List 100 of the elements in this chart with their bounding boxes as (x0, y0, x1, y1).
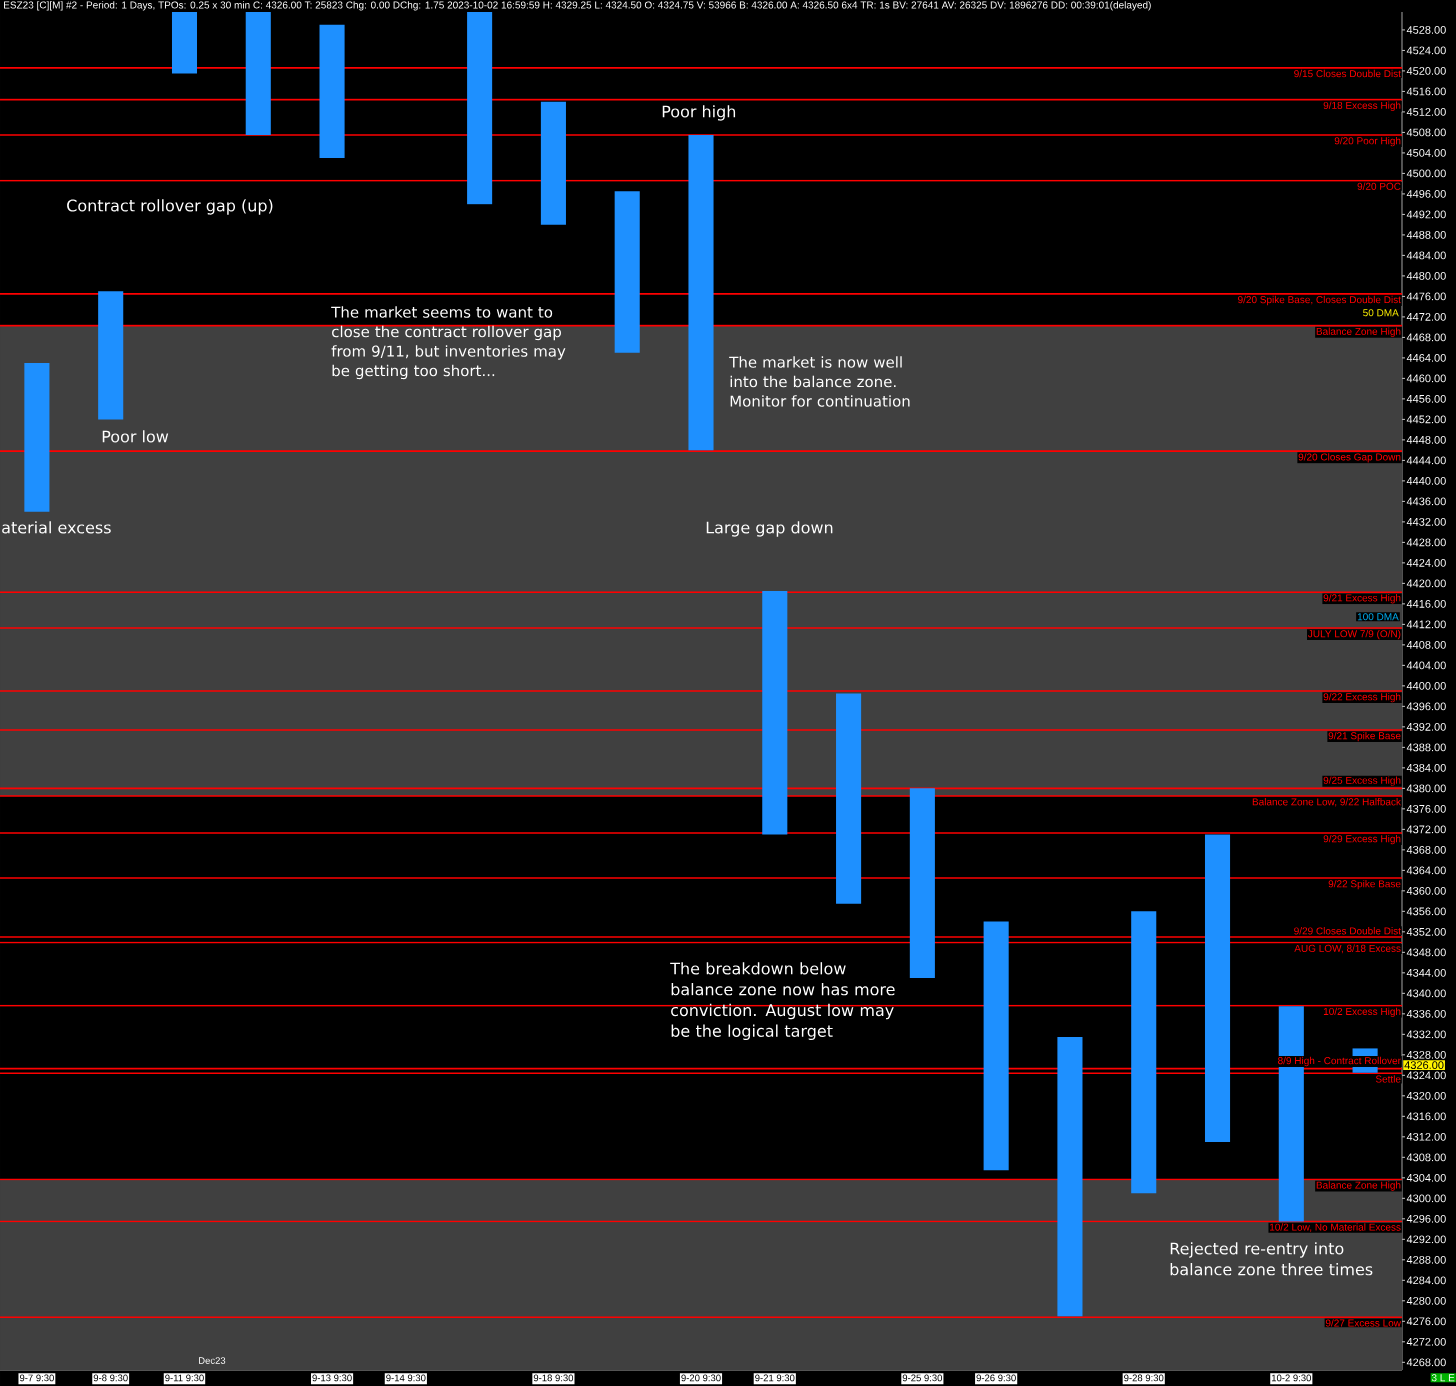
bar (909, 788, 935, 978)
y-tick-label: 4516.00 (1406, 87, 1446, 96)
y-tick-label: 4360.00 (1406, 886, 1446, 895)
ref-line-label: 9/18 Excess High (1323, 101, 1401, 111)
text: 4326.00 (1404, 1061, 1444, 1069)
x-tick-label: 9-18 9:30 (533, 1374, 574, 1382)
annotation: Rejected re-entry into balance zone three times (1170, 1242, 1373, 1276)
y-tick-label: 4412.00 (1406, 620, 1446, 629)
y-tick-label: 4396.00 (1406, 702, 1446, 711)
y-tick-label: 4408.00 (1406, 640, 1446, 649)
y-tick-label: 4420.00 (1406, 579, 1446, 588)
y-tick-label: 4496.00 (1406, 190, 1446, 198)
y-tick-label: 4464.00 (1406, 354, 1446, 362)
x-tick-label: 9-13 9:30 (312, 1374, 352, 1382)
x-tick-label: 9-28 9:30 (1124, 1374, 1164, 1382)
ref-line-label: 9/25 Excess High (1323, 776, 1401, 786)
ref-line-label: 9/20 POC (1357, 182, 1401, 190)
annotation: Poor low (102, 430, 169, 443)
y-tick-label: 4404.00 (1406, 661, 1446, 670)
x-tick-label: 9-7 9:30 (19, 1374, 54, 1382)
y-tick-label: 4268.00 (1406, 1358, 1446, 1367)
ref-line-label: 9/21 Excess High (1323, 594, 1401, 604)
y-tick-label: 4384.00 (1406, 763, 1446, 772)
y-tick-label: 4376.00 (1406, 804, 1446, 813)
y-tick-label: 4280.00 (1406, 1296, 1446, 1305)
ref-line-label: 9/27 Excess Low (1325, 1319, 1401, 1327)
bar (762, 591, 788, 835)
y-tick-label: 4300.00 (1406, 1194, 1446, 1203)
ref-line-label: Settle (1375, 1075, 1401, 1083)
annotation: Large gap down (706, 521, 833, 537)
y-tick-label: 4296.00 (1406, 1214, 1446, 1223)
y-tick-label: 4372.00 (1406, 825, 1446, 834)
y-tick-label: 4312.00 (1406, 1132, 1446, 1141)
annotation: Dec23 (198, 1357, 226, 1364)
chart-title: ESZ23 [C][M] #2 - Period: 1 Days, TPOs: 0.25 x 30 min C: 4326.00 T: 25823 Chg: 0.00 DChg: 1.75 2023-10-02 16:59:59 H: 4329.25 L: 4324.50 O: 4324.75 V: 53966 B: 4326.00 A: 4326.50 6x4 TR: 1s BV: 27641 AV: 26325 DV: 1896276 DD: 00:39:01(delayed) (4, 1, 1151, 11)
y-tick-label: 4484.00 (1406, 251, 1446, 260)
ref-line-label: 9/29 Excess High (1323, 834, 1401, 845)
y-tick-label: 4292.00 (1406, 1235, 1446, 1244)
y-tick-label: 4500.00 (1406, 169, 1446, 178)
ref-line-label: 9/22 Spike Base (1328, 880, 1401, 890)
annotation: The market seems to want to close the contract rollover gap from 9/11, but inventories may be getting too short... (331, 306, 566, 380)
y-tick-label: 4316.00 (1406, 1112, 1446, 1121)
bar (1204, 834, 1231, 1142)
y-tick-label: 4380.00 (1406, 784, 1446, 793)
y-tick-label: 4336.00 (1406, 1009, 1446, 1018)
y-tick-label: 4520.00 (1406, 67, 1446, 75)
annotation: Poor high (662, 105, 736, 121)
y-tick-label: 4444.00 (1406, 456, 1446, 465)
ref-line-label: JULY LOW 7/9 (O/N) (1307, 629, 1401, 640)
y-tick-label: 4388.00 (1406, 743, 1446, 752)
y-tick-label: 4472.00 (1406, 313, 1446, 321)
annotation: 100 DMA (1357, 613, 1399, 621)
bar (319, 24, 345, 159)
bar (1131, 911, 1157, 1194)
bar (98, 291, 124, 420)
y-tick-label: 4424.00 (1406, 558, 1446, 567)
y-tick-label: 4468.00 (1406, 333, 1446, 342)
y-tick-label: 4440.00 (1406, 477, 1446, 485)
y-tick-label: 4428.00 (1406, 538, 1446, 547)
y-tick-label: 4288.00 (1406, 1255, 1446, 1264)
ref-line-label: 9/20 Closes Gap Down (1298, 453, 1401, 463)
ref-line-label: Balance Zone High (1316, 327, 1401, 337)
ref-line-label: 10/2 Excess High (1323, 1007, 1401, 1017)
y-tick-label: 4512.00 (1406, 108, 1446, 116)
x-tick-label: 10-2 9:30 (1271, 1374, 1311, 1382)
annotation: aterial excess (2, 521, 111, 534)
x-tick-label: 9-11 9:30 (165, 1374, 204, 1382)
bar (614, 191, 640, 353)
ref-line-label: 9/20 Poor High (1334, 136, 1401, 147)
y-tick-label: 4348.00 (1406, 948, 1446, 957)
y-tick-label: 4276.00 (1406, 1317, 1446, 1326)
x-tick-label: 9-21 9:30 (755, 1374, 795, 1382)
ref-line-label: 10/2 Low, No Material Excess (1270, 1223, 1401, 1232)
y-tick-label: 4364.00 (1406, 866, 1446, 875)
ref-line-label: 8/9 High - Contract Rollover (1278, 1056, 1401, 1067)
y-tick-label: 4492.00 (1406, 210, 1446, 219)
y-tick-label: 4508.00 (1406, 128, 1446, 137)
y-tick-label: 4480.00 (1406, 272, 1446, 280)
bar (245, 11, 271, 135)
y-tick-label: 4456.00 (1406, 395, 1446, 403)
annotation: The breakdown below balance zone now has more conviction. August low may be the logical target (670, 962, 895, 1041)
y-tick-label: 4304.00 (1406, 1173, 1446, 1182)
bar (171, 11, 198, 74)
annotation: 50 DMA (1363, 309, 1399, 317)
y-tick-label: 4432.00 (1406, 518, 1446, 526)
x-tick-label: 9-14 9:30 (386, 1374, 426, 1382)
y-tick-label: 4528.00 (1406, 26, 1446, 34)
y-tick-label: 4344.00 (1406, 968, 1446, 977)
y-tick-label: 4272.00 (1406, 1337, 1446, 1346)
x-tick-label: 9-20 9:30 (681, 1374, 721, 1382)
bar (688, 134, 714, 451)
y-tick-label: 4308.00 (1406, 1153, 1446, 1162)
y-tick-label: 4368.00 (1406, 845, 1446, 854)
y-tick-label: 4340.00 (1406, 989, 1446, 998)
y-tick-label: 4352.00 (1406, 927, 1446, 936)
y-tick-label: 4416.00 (1406, 599, 1446, 608)
bar (24, 363, 50, 512)
x-tick-label: 9-25 9:30 (902, 1374, 943, 1382)
text: 3 L E (1431, 1374, 1455, 1382)
ref-line-label: 9/29 Closes Double Dist (1294, 927, 1401, 935)
